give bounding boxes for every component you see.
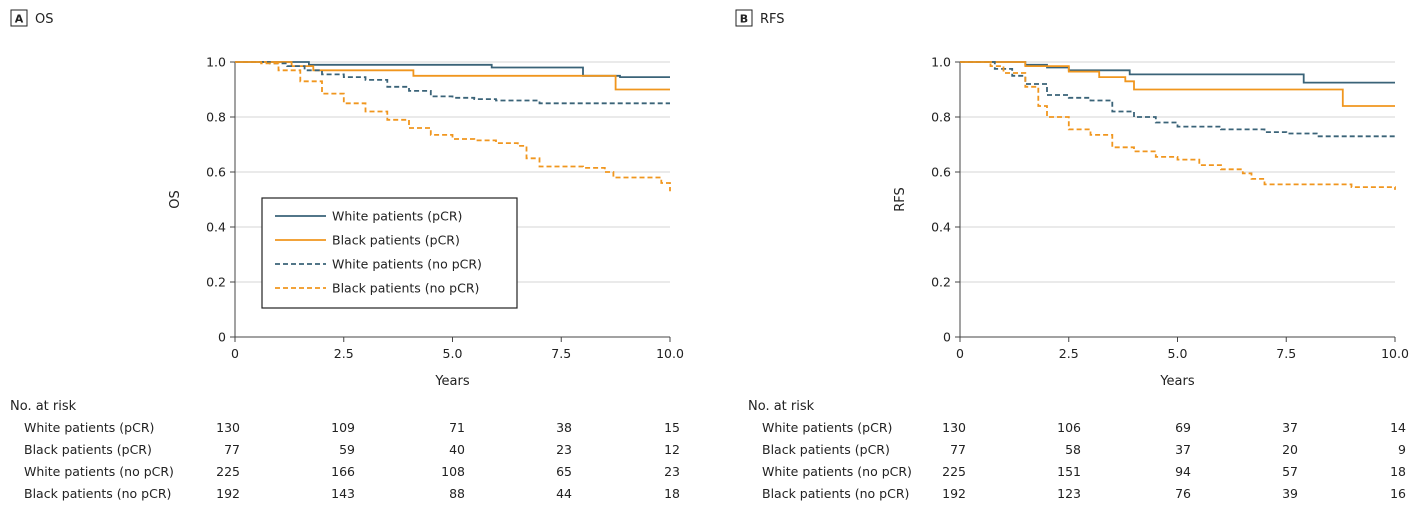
series-line [960, 61, 1396, 190]
series-line [235, 61, 670, 105]
risk-value: 130 [942, 420, 966, 435]
risk-row-label: Black patients (pCR) [762, 442, 890, 457]
y-tick-label: 1.0 [206, 55, 226, 70]
risk-value: 143 [331, 486, 355, 501]
y-tick-label: 0.8 [206, 110, 226, 125]
risk-value: 16 [1390, 486, 1406, 501]
x-tick-label: 2.5 [334, 346, 354, 361]
panel-title: RFS [760, 12, 785, 27]
x-tick-label: 0 [956, 346, 964, 361]
risk-value: 77 [224, 442, 240, 457]
risk-value: 44 [556, 486, 572, 501]
risk-value: 88 [449, 486, 465, 501]
panel-title: OS [35, 12, 53, 27]
series-line [960, 61, 1395, 138]
x-axis-label: Years [1159, 374, 1195, 389]
risk-value: 39 [1282, 486, 1298, 501]
x-tick-label: 7.5 [551, 346, 571, 361]
risk-value: 9 [1398, 442, 1406, 457]
risk-value: 130 [216, 420, 240, 435]
y-tick-label: 1.0 [931, 55, 951, 70]
legend-label: Black patients (no pCR) [332, 281, 479, 296]
risk-value: 18 [664, 486, 680, 501]
risk-value: 225 [216, 464, 240, 479]
y-tick-label: 0 [218, 330, 226, 345]
y-axis-label: OS [168, 190, 183, 208]
series-line [235, 61, 670, 91]
risk-value: 77 [950, 442, 966, 457]
risk-row-label: White patients (no pCR) [24, 464, 174, 479]
risk-value: 37 [1282, 420, 1298, 435]
y-axis-label: RFS [893, 187, 908, 212]
series-line [235, 61, 671, 192]
risk-row-label: Black patients (no pCR) [24, 486, 171, 501]
y-tick-label: 0.8 [931, 110, 951, 125]
risk-value: 76 [1175, 486, 1191, 501]
risk-value: 20 [1282, 442, 1298, 457]
panel-letter: B [740, 13, 748, 26]
series-line [960, 61, 1395, 107]
y-tick-label: 0.4 [206, 220, 226, 235]
y-tick-label: 0.2 [206, 275, 226, 290]
risk-value: 15 [664, 420, 680, 435]
y-tick-label: 0.6 [931, 165, 951, 180]
risk-value: 94 [1175, 464, 1191, 479]
x-tick-label: 2.5 [1059, 346, 1079, 361]
legend-label: White patients (pCR) [332, 209, 462, 224]
risk-value: 58 [1065, 442, 1081, 457]
risk-value: 192 [216, 486, 240, 501]
panel-letter-box [10, 9, 28, 27]
risk-value: 18 [1390, 464, 1406, 479]
y-tick-label: 0.2 [931, 275, 951, 290]
risk-table-header: No. at risk [748, 399, 815, 414]
legend: White patients (pCR) Black patients (pCR)… [261, 197, 518, 309]
risk-value: 23 [664, 464, 680, 479]
legend-label: White patients (no pCR) [332, 257, 482, 272]
y-tick-label: 0.6 [206, 165, 226, 180]
legend-label: Black patients (pCR) [332, 233, 460, 248]
x-tick-label: 0 [231, 346, 239, 361]
risk-value: 192 [942, 486, 966, 501]
risk-table-header: No. at risk [10, 399, 77, 414]
x-tick-label: 10.0 [1381, 346, 1409, 361]
risk-value: 65 [556, 464, 572, 479]
risk-value: 225 [942, 464, 966, 479]
risk-row-label: White patients (pCR) [24, 420, 154, 435]
x-tick-label: 5.0 [1168, 346, 1188, 361]
risk-value: 37 [1175, 442, 1191, 457]
risk-value: 14 [1390, 420, 1406, 435]
x-tick-label: 7.5 [1276, 346, 1296, 361]
risk-value: 12 [664, 442, 680, 457]
risk-row-label: Black patients (no pCR) [762, 486, 909, 501]
risk-row-label: Black patients (pCR) [24, 442, 152, 457]
y-tick-label: 0 [943, 330, 951, 345]
risk-value: 38 [556, 420, 572, 435]
risk-value: 23 [556, 442, 572, 457]
panel-letter-box [735, 9, 753, 27]
panel-letter: A [15, 13, 24, 26]
risk-value: 108 [441, 464, 465, 479]
x-tick-label: 10.0 [656, 346, 684, 361]
risk-value: 166 [331, 464, 355, 479]
risk-row-label: White patients (no pCR) [762, 464, 912, 479]
risk-row-label: White patients (pCR) [762, 420, 892, 435]
risk-value: 57 [1282, 464, 1298, 479]
risk-value: 106 [1057, 420, 1081, 435]
y-tick-label: 0.4 [931, 220, 951, 235]
risk-value: 69 [1175, 420, 1191, 435]
risk-value: 151 [1057, 464, 1081, 479]
risk-value: 109 [331, 420, 355, 435]
series-line [235, 61, 670, 78]
panel-b: B RFS 0 0.2 0.4 0.6 0.8 1.0 0 2.5 5.0 7.5 10.0 Years R… [735, 9, 1409, 501]
risk-value: 123 [1057, 486, 1081, 501]
x-axis-label: Years [434, 374, 470, 389]
x-tick-label: 5.0 [443, 346, 463, 361]
risk-value: 40 [449, 442, 465, 457]
risk-value: 59 [339, 442, 355, 457]
risk-value: 71 [449, 420, 465, 435]
